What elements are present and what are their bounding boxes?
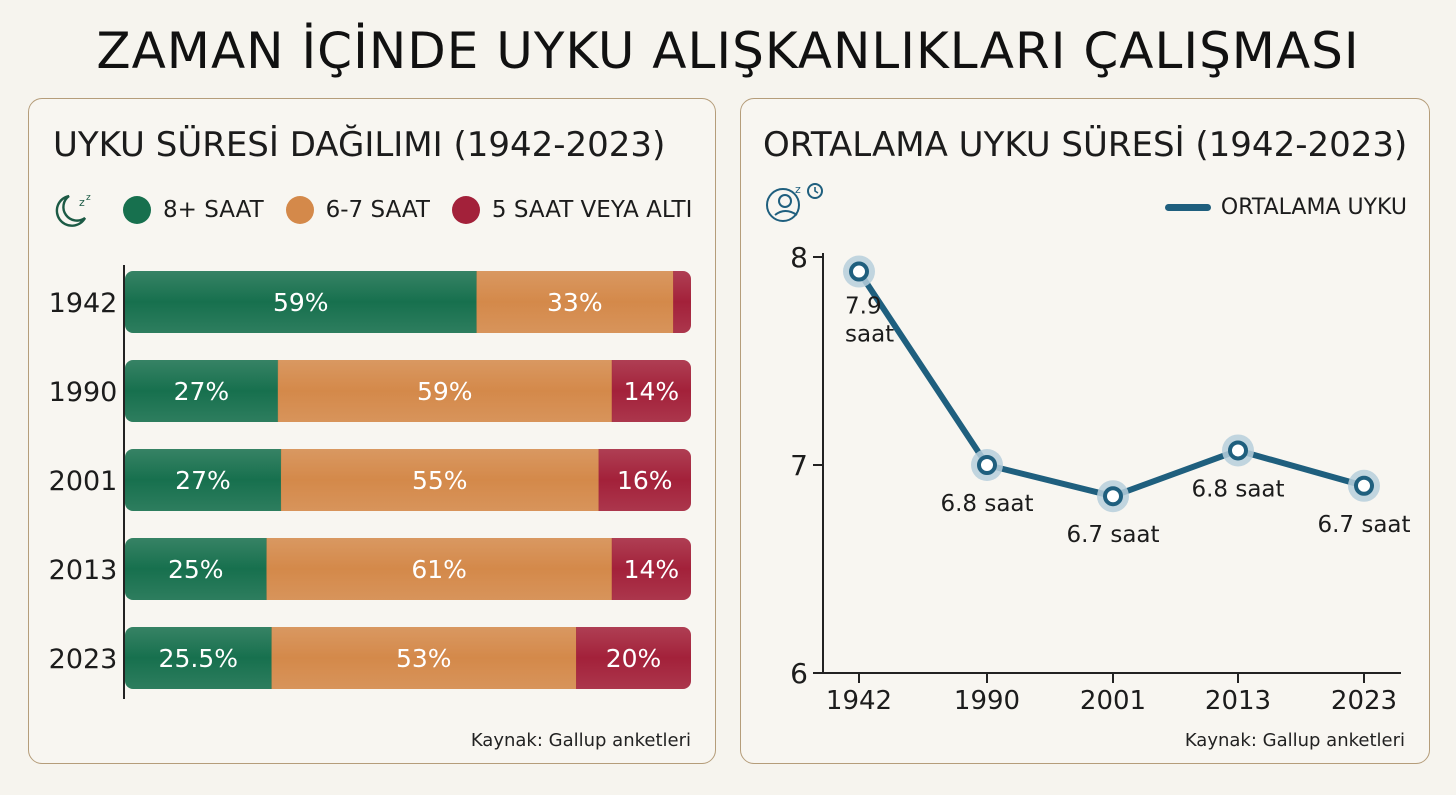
distribution-chart-title: UYKU SÜRESİ DAĞILIMI (1942-2023) (53, 125, 666, 165)
bar-segment (673, 271, 691, 333)
legend-swatch-red (451, 196, 480, 224)
data-point (1354, 475, 1374, 496)
category-label: 2001 (49, 466, 118, 497)
legend-item-5-or-less: 5 SAAT VEYA ALTI (451, 196, 693, 224)
legend-label: 8+ SAAT (163, 197, 264, 223)
bar-value-label: 59% (417, 377, 473, 406)
svg-text:z: z (86, 193, 91, 203)
legend-label: 5 SAAT VEYA ALTI (491, 197, 693, 223)
bar-segment (611, 360, 691, 422)
bar-row (125, 360, 691, 422)
point-value-label: 6.8 saat (1191, 476, 1284, 502)
bar-value-label: 27% (174, 377, 230, 406)
category-label: 2023 (49, 644, 118, 675)
bar-value-label: 14% (624, 555, 680, 584)
line-chart: 8 7 6 1942 1990 2001 2013 2023 7.9 saat 6.8 saat 6.… (790, 241, 1410, 716)
legend-line-swatch (1164, 204, 1211, 211)
distribution-panel: UYKU SÜRESİ DAĞILIMI (1942-2023) z z 8+ … (28, 98, 716, 764)
category-label: 1990 (49, 377, 118, 408)
source-note: Kaynak: Gallup anketleri (470, 730, 691, 751)
point-value-label: 7.9 saat (845, 294, 894, 348)
bar-value-label: 55% (412, 466, 468, 495)
data-point (1103, 486, 1123, 507)
sleeping-person-clock-icon: z (761, 179, 825, 227)
bar-segment (576, 627, 691, 689)
source-note: Kaynak: Gallup anketleri (1184, 730, 1405, 751)
average-panel: ORTALAMA UYKU SÜRESİ (1942-2023) z ORTAL… (740, 98, 1430, 764)
point-value-label: 6.7 saat (1317, 512, 1410, 538)
bar-segment (598, 449, 691, 511)
bar-segment (611, 538, 691, 600)
y-tick-label: 6 (790, 657, 808, 690)
bar-segment (125, 538, 267, 600)
x-tick-label: 2001 (1080, 686, 1146, 716)
point-value-label: 6.8 saat (940, 491, 1033, 517)
distribution-legend: z z 8+ SAAT 6-7 SAAT 5 SAAT VEYA ALTI (49, 193, 714, 227)
bar-segment (125, 360, 279, 422)
moon-zzz-icon: z z (49, 190, 99, 230)
legend-swatch-orange (285, 196, 314, 224)
bar-value-label: 20% (606, 644, 662, 673)
bar-segment (277, 360, 613, 422)
bar-value-label: 33% (547, 288, 603, 317)
bar-segment (125, 449, 282, 511)
x-tick-label: 1942 (826, 686, 892, 716)
average-chart-title: ORTALAMA UYKU SÜRESİ (1942-2023) (763, 125, 1408, 165)
point-value-label: 6.7 saat (1066, 522, 1159, 548)
bar-value-label: 27% (175, 466, 231, 495)
bar-value-label: 53% (396, 644, 452, 673)
legend-item-8plus: 8+ SAAT (123, 196, 264, 224)
y-tick-label: 7 (790, 449, 808, 482)
legend-label: ORTALAMA UYKU (1220, 195, 1407, 220)
bar-segment (271, 627, 577, 689)
bar-row (125, 538, 691, 600)
bar-value-label: 25% (168, 555, 224, 584)
bar-segment (266, 538, 613, 600)
average-legend: ORTALAMA UYKU (1164, 195, 1407, 220)
legend-item-6-7: 6-7 SAAT (285, 196, 430, 224)
bar-value-label: 25.5% (159, 644, 238, 673)
bar-value-label: 59% (273, 288, 329, 317)
data-point (1228, 440, 1248, 461)
bar-value-label: 61% (411, 555, 467, 584)
svg-text:z: z (79, 196, 85, 209)
bar-row (125, 449, 691, 511)
bar-value-label: 14% (624, 377, 680, 406)
bar-row (125, 271, 691, 333)
svg-text:z: z (795, 183, 801, 196)
bar-value-label: 16% (617, 466, 673, 495)
page-title: ZAMAN İÇİNDE UYKU ALIŞKANLIKLARI ÇALIŞMA… (96, 22, 1360, 80)
legend-label: 6-7 SAAT (325, 197, 430, 223)
bar-segment (280, 449, 600, 511)
stacked-bar-chart: 1942 59% 33% 1990 27% 59% 14% 2001 27% 55% 16% 2013… (49, 265, 691, 699)
bar-segment (125, 271, 478, 333)
x-tick-label: 1990 (954, 686, 1020, 716)
x-tick-label: 2023 (1331, 686, 1397, 716)
data-point (849, 261, 869, 282)
category-label: 2013 (49, 555, 118, 586)
x-tick-label: 2013 (1205, 686, 1271, 716)
bar-row (125, 627, 691, 689)
y-tick-label: 8 (790, 241, 808, 274)
series-line (856, 268, 1367, 500)
category-label: 1942 (49, 288, 118, 319)
legend-swatch-green (123, 196, 151, 224)
data-point (977, 455, 997, 475)
bar-segment (125, 627, 273, 689)
bar-segment (476, 271, 674, 333)
